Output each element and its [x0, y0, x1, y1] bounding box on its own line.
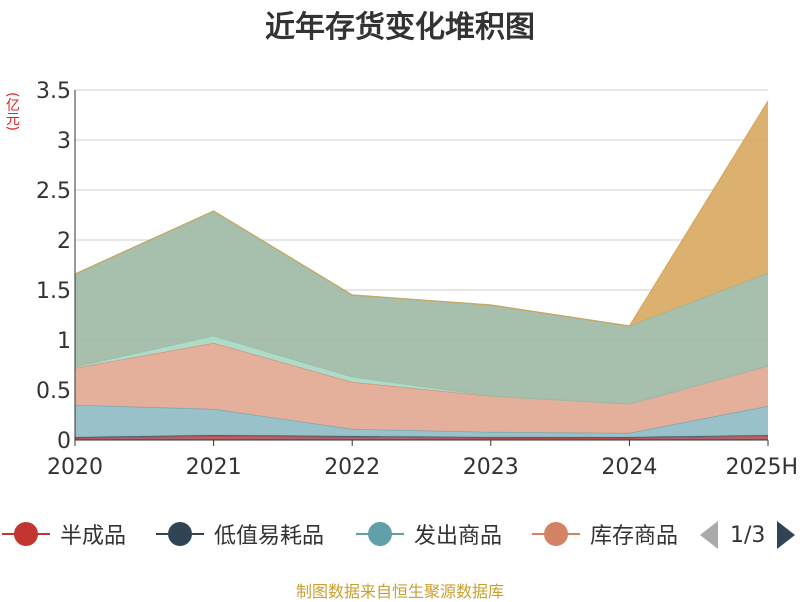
y-tick-label: 2: [57, 229, 71, 254]
legend-item-goods-shipped[interactable]: 发出商品: [356, 516, 502, 552]
legend-label: 发出商品: [414, 524, 503, 549]
prev-page-icon[interactable]: [700, 521, 718, 549]
legend-marker-icon: [156, 516, 204, 552]
legend-item-low-value-consumables[interactable]: 低值易耗品: [156, 516, 324, 552]
y-tick-label: 0.5: [36, 379, 71, 404]
legend-pager: 1/3: [700, 518, 796, 552]
legend-label: 库存商品: [590, 524, 679, 549]
y-tick-label: 0: [57, 429, 71, 454]
area-series-2: [75, 405, 768, 437]
data-source-note: 制图数据来自恒生聚源数据库: [295, 582, 504, 601]
legend-item-inventory-goods[interactable]: 库存商品: [532, 516, 682, 552]
legend-marker-icon: [2, 516, 50, 552]
y-tick-label: 3: [57, 129, 71, 154]
legend-page-indicator: 1/3: [730, 522, 766, 548]
x-tick-label: 2020: [47, 455, 103, 480]
area-series-3: [75, 343, 768, 433]
legend-marker-icon: [356, 516, 404, 552]
x-tick-label: 2023: [463, 455, 519, 480]
legend: 半成品 低值易耗品 发出商品 库存商品: [0, 516, 800, 552]
x-tick-label: 2024: [601, 455, 657, 480]
next-page-icon[interactable]: [777, 521, 796, 549]
y-axis-unit-label: (亿元): [4, 92, 20, 131]
chart-title: 近年存货变化堆积图: [265, 10, 535, 45]
legend-label: 半成品: [60, 524, 127, 549]
x-tick-label: 2021: [186, 455, 242, 480]
series-line-6: [74, 100, 769, 327]
y-tick-label: 2.5: [36, 179, 71, 204]
legend-label: 低值易耗品: [214, 524, 325, 549]
y-tick-label: 1.5: [36, 279, 71, 304]
legend-marker-icon: [532, 516, 580, 552]
x-tick-label: 2022: [324, 455, 380, 480]
y-tick-label: 1: [57, 329, 71, 354]
x-tick-label: 2025H: [725, 455, 798, 480]
y-tick-label: 3.5: [36, 79, 71, 104]
area-series-5: [75, 211, 768, 404]
legend-item-semi-finished[interactable]: 半成品: [2, 516, 126, 552]
